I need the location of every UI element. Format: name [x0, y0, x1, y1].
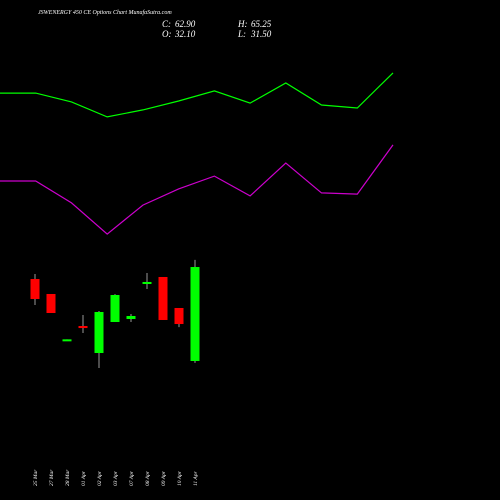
indicator-line: [0, 72, 394, 118]
candle-body: [46, 293, 56, 313]
indicator-line: [0, 144, 394, 235]
chart-title: JSWENERGY 450 CE Options Chart MunafaSut…: [38, 9, 172, 16]
date-labels: 25 Mar 27 Mar 28 Mar 01 Apr 02 Apr 03 Apr 07 A…: [33, 469, 199, 486]
date-label: 25 Mar: [33, 469, 39, 486]
candles: [30, 259, 200, 368]
ohlc-value: 31.50: [250, 29, 272, 39]
candle-body: [30, 279, 40, 299]
date-label: 28 Mar: [65, 469, 71, 486]
ohlc-key: C:: [162, 19, 171, 29]
ohlc-header: C: 62.90 H: 65.25 O: 32.10 L: 31.50: [162, 19, 272, 39]
date-label: 02 Apr: [97, 470, 103, 486]
date-label: 27 Mar: [49, 469, 55, 486]
date-label: 10 Apr: [177, 470, 183, 486]
candle-body: [190, 267, 200, 362]
candle-body: [62, 339, 72, 342]
date-label: 07 Apr: [129, 470, 135, 486]
candle-body: [126, 315, 136, 320]
ohlc-key: O:: [162, 29, 172, 39]
candle-body: [158, 276, 168, 320]
ohlc-key: H:: [237, 19, 248, 29]
date-label: 11 Apr: [193, 471, 199, 486]
date-label: 01 Apr: [81, 470, 87, 486]
candle-body: [110, 294, 120, 323]
ohlc-value: 65.25: [251, 19, 272, 29]
date-label: 08 Apr: [145, 470, 151, 486]
ohlc-value: 62.90: [175, 19, 196, 29]
candle-body: [94, 311, 104, 354]
candle-body: [142, 281, 152, 285]
ohlc-value: 32.10: [174, 29, 196, 39]
candle-body: [174, 307, 184, 325]
date-label: 09 Apr: [161, 470, 167, 486]
indicator-lines: [0, 72, 394, 235]
ohlc-key: L:: [237, 29, 246, 39]
date-label: 03 Apr: [113, 470, 119, 486]
candle-body: [78, 325, 88, 329]
